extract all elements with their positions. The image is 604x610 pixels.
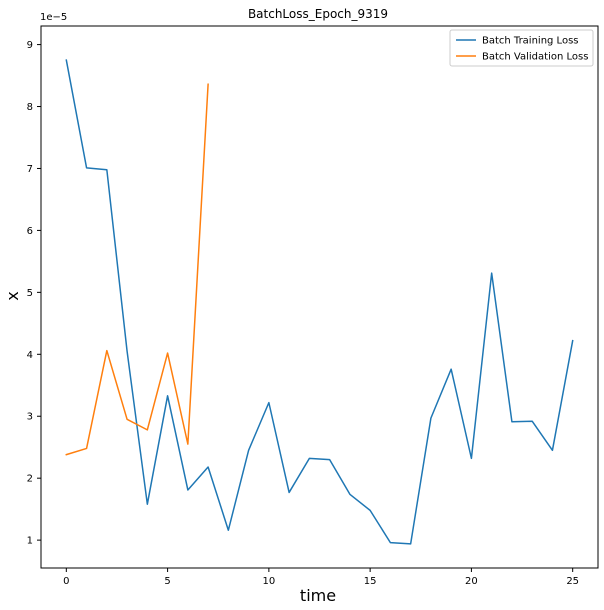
series-line-training [65,59,574,545]
y-tick-label: 9 [27,40,33,51]
x-tick-label: 15 [364,576,377,587]
y-axis-label: x [3,291,22,300]
x-tick-label: 20 [465,576,478,587]
x-tick-label: 0 [63,576,69,587]
legend-label: Batch Validation Loss [482,52,588,63]
x-tick-label: 10 [262,576,275,587]
legend: Batch Training Loss Batch Validation Loss [449,29,594,67]
legend-box [449,29,594,67]
y-tick-label: 5 [27,288,33,299]
series-line-validation [65,83,209,456]
y-tick-label: 4 [27,350,33,361]
x-tick-label: 5 [164,576,170,587]
axis-layer: 0 5 10 15 20 25 1 2 3 4 5 6 7 8 9 [27,40,579,587]
legend-label: Batch Training Loss [482,36,579,47]
y-tick-label: 7 [27,164,33,175]
y-tick-label: 3 [27,412,33,423]
plot-frame [40,25,599,569]
series-layer [65,59,574,545]
chart-title: BatchLoss_Epoch_9319 [248,7,388,21]
x-tick-label: 25 [566,576,579,587]
y-tick-label: 8 [27,102,33,113]
x-axis-label: time [300,586,336,605]
y-tick-label: 2 [27,474,33,485]
y-tick-label: 6 [27,226,33,237]
y-offset-label: 1e−5 [40,12,67,23]
y-tick-label: 1 [27,536,33,547]
